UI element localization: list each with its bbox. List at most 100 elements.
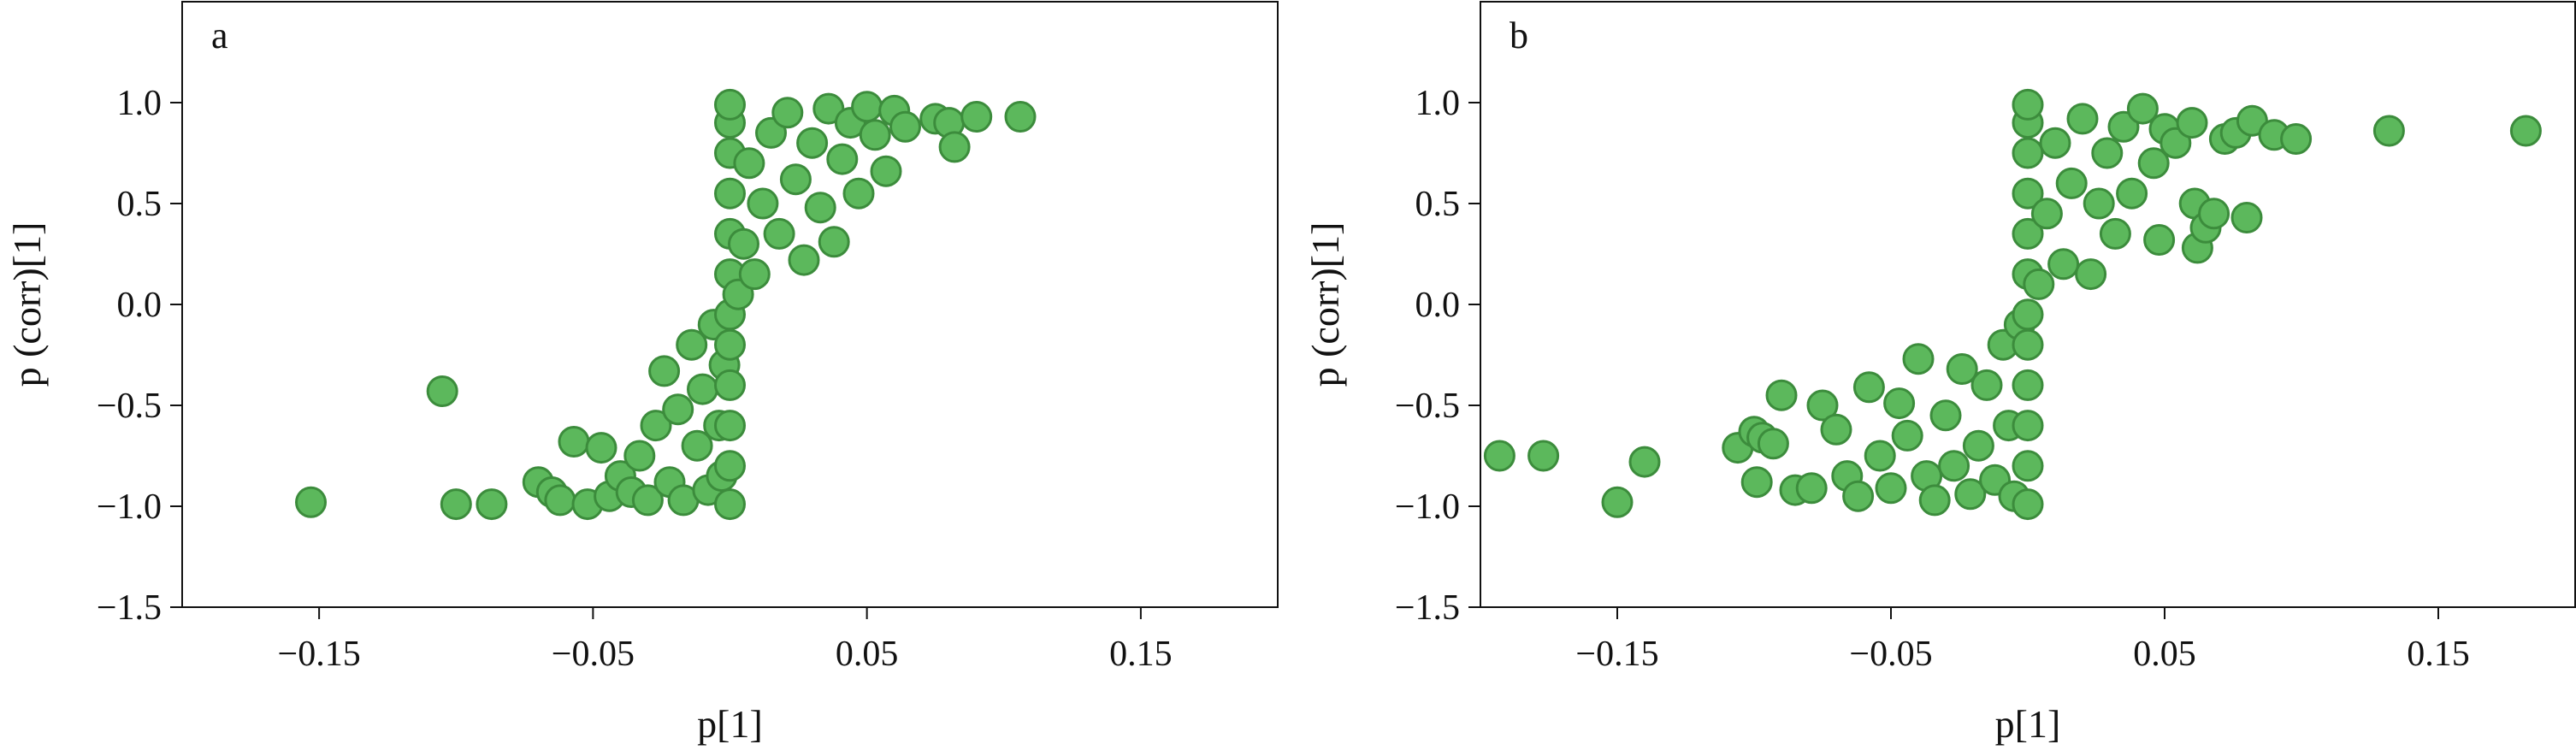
data-point <box>796 127 829 159</box>
data-point <box>714 177 746 210</box>
data-point <box>2030 198 2063 230</box>
data-point <box>1795 472 1828 505</box>
scatter-panel-a: a −0.15 −0.05 0.05 0.15 −1.5 −1.0 −0.5 0.0 0.5 1.0… <box>5 1 1279 746</box>
y-tick-label: −1.0 <box>97 487 162 527</box>
x-tick-label: −0.15 <box>1575 635 1658 674</box>
data-point <box>2012 88 2044 121</box>
data-point <box>681 429 713 462</box>
data-point <box>2099 217 2131 250</box>
data-point <box>1864 440 1896 472</box>
x-tick-label: −0.05 <box>552 635 635 674</box>
data-point <box>662 393 694 426</box>
panel-label: b <box>1510 15 1528 56</box>
data-point <box>1954 478 1987 511</box>
data-point <box>714 88 746 121</box>
data-point <box>2198 198 2230 230</box>
data-point <box>714 410 746 442</box>
data-point <box>1918 484 1951 517</box>
data-point <box>2012 369 2044 401</box>
x-tick-label: 0.15 <box>2407 635 2470 674</box>
y-tick-label: −0.5 <box>97 387 162 426</box>
data-point <box>747 187 779 220</box>
data-point <box>1970 369 2003 401</box>
data-point <box>2137 147 2170 180</box>
data-point <box>585 432 617 464</box>
data-point <box>1740 466 1773 499</box>
y-axis-label: p (corr)[1] <box>5 222 49 387</box>
data-point <box>938 131 971 163</box>
data-point <box>788 244 820 276</box>
data-point <box>2012 328 2044 361</box>
data-points <box>295 88 1037 521</box>
data-point <box>889 110 921 143</box>
y-tick-label: 0.5 <box>1415 185 1461 224</box>
data-point <box>1806 389 1839 422</box>
data-point <box>812 92 845 125</box>
data-point <box>738 258 771 291</box>
data-point <box>2066 103 2099 135</box>
data-point <box>2372 115 2405 147</box>
data-point <box>771 97 804 129</box>
x-tick-label: −0.05 <box>1849 635 1932 674</box>
data-point <box>295 486 327 518</box>
data-point <box>2055 167 2088 199</box>
data-point <box>714 369 746 401</box>
data-point <box>2012 217 2044 250</box>
y-tick-label: 0.0 <box>117 286 162 325</box>
data-point <box>728 227 759 260</box>
x-axis-label: p[1] <box>697 702 763 746</box>
y-axis-label: p (corr)[1] <box>1303 222 1347 387</box>
data-point <box>1757 428 1789 460</box>
scatter-panel-b: b −0.15 −0.05 0.05 0.15 −1.5 −1.0 −0.5 0.0 0.5 1.0… <box>1303 1 2576 746</box>
data-point <box>1628 446 1661 478</box>
data-point <box>2126 92 2159 125</box>
x-tick-label: 0.05 <box>836 635 899 674</box>
data-point <box>2509 115 2542 147</box>
data-point <box>2012 137 2044 169</box>
panel-label: a <box>211 15 228 56</box>
y-tick-label: −1.5 <box>97 588 162 628</box>
data-point <box>1483 440 1515 472</box>
data-point <box>2012 177 2044 210</box>
data-point <box>1891 419 1923 452</box>
data-point <box>714 328 746 361</box>
data-point <box>842 177 875 210</box>
data-point <box>1875 472 1907 505</box>
data-point <box>1962 429 1994 462</box>
y-tick-label: 0.5 <box>117 185 162 224</box>
data-point <box>2236 104 2268 137</box>
data-point <box>1946 353 1978 385</box>
data-point <box>2083 187 2115 220</box>
data-point <box>1929 399 1962 432</box>
data-point <box>2047 248 2080 281</box>
data-point <box>804 192 836 224</box>
y-tick-label: 1.0 <box>1415 84 1461 123</box>
data-point <box>1601 486 1634 518</box>
data-point <box>2023 268 2055 300</box>
data-point <box>476 488 508 521</box>
data-point <box>2012 488 2044 521</box>
data-point <box>1842 480 1875 512</box>
data-point <box>1852 371 1885 404</box>
data-point <box>623 440 656 472</box>
data-point <box>440 488 472 521</box>
data-point <box>631 484 664 517</box>
data-point <box>722 278 754 310</box>
data-point <box>826 143 859 175</box>
x-tick-label: 0.15 <box>1109 635 1173 674</box>
y-tick-label: −0.5 <box>1395 387 1460 426</box>
data-point <box>1765 379 1798 411</box>
y-tick-label: 0.0 <box>1415 286 1461 325</box>
data-point <box>2012 450 2044 482</box>
data-point <box>1883 387 1916 420</box>
data-point <box>2039 127 2071 159</box>
data-point <box>676 328 708 361</box>
data-point <box>714 488 746 521</box>
data-point <box>733 147 765 180</box>
data-point <box>687 373 718 405</box>
data-point <box>1527 440 1560 472</box>
data-point <box>2230 202 2263 233</box>
x-tick-label: −0.15 <box>278 635 361 674</box>
data-point <box>859 119 891 151</box>
